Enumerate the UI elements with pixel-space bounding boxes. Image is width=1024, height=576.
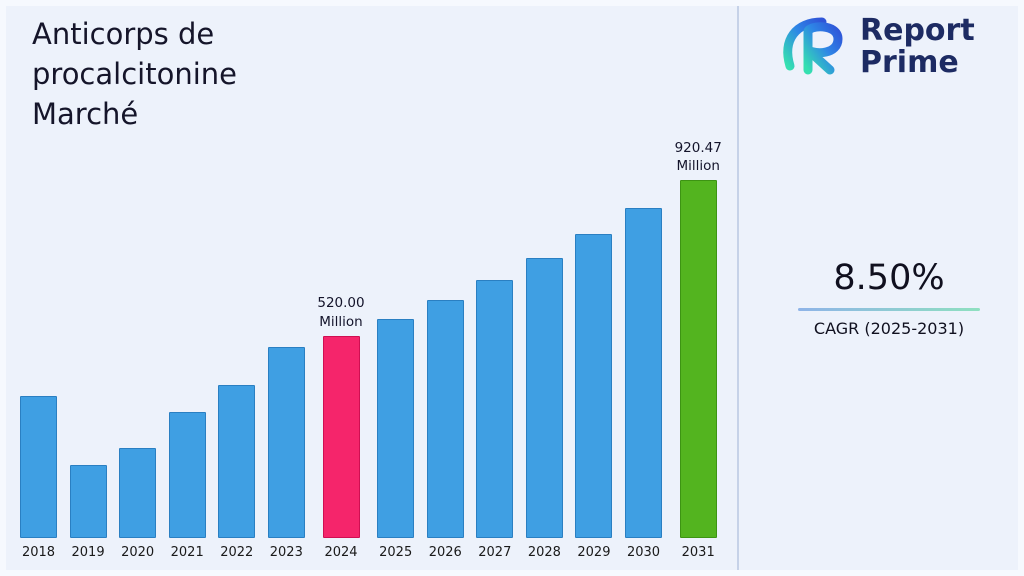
bar-2021 xyxy=(168,411,206,538)
bar-2022 xyxy=(218,384,256,538)
year-label-2027: 2027 xyxy=(478,545,512,560)
bar-2025 xyxy=(377,318,415,538)
bar-2031 xyxy=(679,180,717,538)
bar-column-2020: 2020 xyxy=(119,448,157,560)
bar-2026 xyxy=(426,299,464,538)
year-label-2024: 2024 xyxy=(324,545,358,560)
page-title: Anticorps de procalcitonine Marché xyxy=(32,14,237,134)
bar-column-2028: 2028 xyxy=(525,257,563,560)
year-label-2018: 2018 xyxy=(21,545,56,560)
brand-name: Report Prime xyxy=(860,15,975,79)
brand-logo: Report Prime xyxy=(778,14,975,80)
year-label-2029: 2029 xyxy=(577,545,611,560)
page-title-line: Anticorps de xyxy=(32,17,215,51)
cagr-label: CAGR (2025-2031) xyxy=(813,319,965,338)
cagr-block: 8.50% CAGR (2025-2031) xyxy=(798,258,980,338)
bar-chart: 2018 2019 2020 2021 2022 2023 520.00 Million 20… xyxy=(20,139,722,560)
bar-column-2021: 2021 xyxy=(168,411,206,560)
year-label-2026: 2026 xyxy=(428,545,462,560)
brand-name-line2: Prime xyxy=(860,45,959,80)
year-label-2021: 2021 xyxy=(170,545,204,560)
bar-column-2026: 2026 xyxy=(426,299,464,560)
bar-2029 xyxy=(575,233,613,538)
page-title-line: procalcitonine xyxy=(32,57,237,92)
year-label-2025: 2025 xyxy=(379,545,413,560)
bar-column-2031: 920.47 Million 2031 xyxy=(675,139,722,560)
bar-2030 xyxy=(625,208,662,538)
bar-column-2018: 2018 xyxy=(20,396,57,560)
bar-column-2029: 2029 xyxy=(575,233,613,560)
year-label-2022: 2022 xyxy=(220,545,254,560)
bar-2024 xyxy=(322,335,360,538)
brand-name-line1: Report xyxy=(860,13,975,48)
cagr-underline xyxy=(798,308,980,311)
year-label-2019: 2019 xyxy=(71,545,105,560)
bar-2027 xyxy=(476,279,514,538)
cagr-value: 8.50% xyxy=(833,258,945,298)
year-label-2030: 2030 xyxy=(626,545,661,560)
bar-value-label-2024: 520.00 Million xyxy=(317,295,365,330)
bar-column-2024: 520.00 Million 2024 xyxy=(317,294,364,560)
bar-2019 xyxy=(69,464,107,538)
bar-2020 xyxy=(119,448,157,538)
report-prime-logo-icon xyxy=(778,14,850,80)
bar-column-2030: 2030 xyxy=(625,208,662,560)
year-label-2031: 2031 xyxy=(681,545,715,560)
bar-2028 xyxy=(525,257,563,538)
bar-column-2019: 2019 xyxy=(69,464,107,560)
bar-value-label-2031: 920.47 Million xyxy=(674,139,722,174)
vertical-divider xyxy=(737,6,739,570)
year-label-2020: 2020 xyxy=(121,545,155,560)
bar-column-2027: 2027 xyxy=(476,279,514,560)
bar-2018 xyxy=(20,396,57,538)
bar-column-2025: 2025 xyxy=(377,318,415,560)
year-label-2028: 2028 xyxy=(527,545,561,560)
bar-column-2022: 2022 xyxy=(218,384,256,560)
bar-2023 xyxy=(267,346,305,538)
page-title-line: Marché xyxy=(32,97,139,132)
year-label-2023: 2023 xyxy=(269,545,303,560)
bar-column-2023: 2023 xyxy=(267,346,305,560)
